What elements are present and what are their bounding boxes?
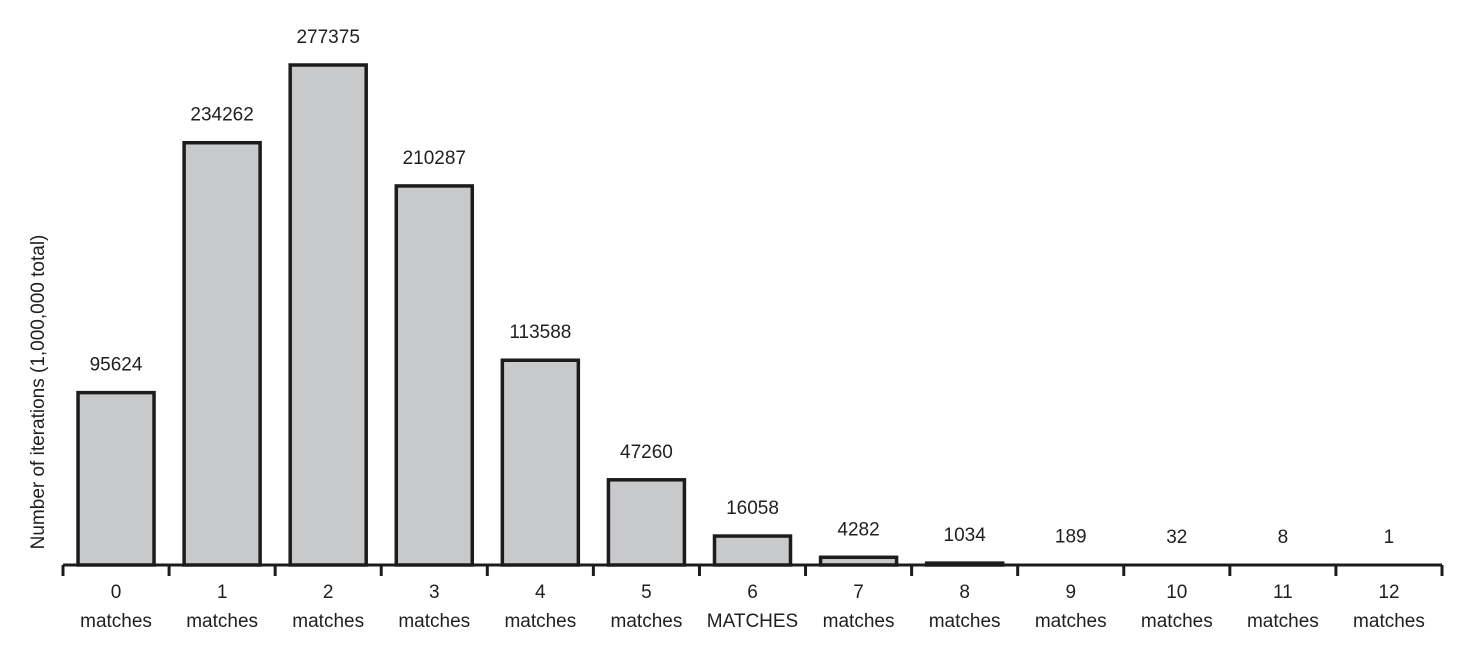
data-label: 8: [1278, 527, 1289, 548]
x-tick-label: matches: [1035, 611, 1107, 632]
x-tick-label: matches: [292, 611, 364, 632]
x-tick-label: matches: [1353, 611, 1425, 632]
data-label: 32: [1166, 527, 1187, 548]
x-tick-label: matches: [611, 611, 683, 632]
bar: [288, 63, 368, 567]
x-tick-label: matches: [186, 611, 258, 632]
data-label: 234262: [190, 105, 253, 126]
data-label: 47260: [620, 442, 673, 463]
x-tick-label: 3: [429, 582, 440, 603]
x-tick-label: 8: [959, 582, 970, 603]
x-tick-label: 4: [535, 582, 546, 603]
data-label: 1: [1384, 527, 1395, 548]
bar: [500, 358, 581, 567]
data-label: 16058: [726, 498, 779, 519]
x-tick-label: 11: [1273, 582, 1293, 603]
x-tick-label: matches: [823, 611, 895, 632]
bar: [606, 478, 687, 567]
data-label: 277375: [296, 27, 359, 48]
data-label: 4282: [837, 519, 879, 540]
bar: [394, 184, 475, 567]
x-tick-labels-group: 0 matches 1 matches 2 matches 3 matches 4 matches…: [80, 582, 1425, 632]
data-label: 1034: [944, 525, 987, 546]
data-label: 113588: [509, 322, 571, 343]
bars-group: [76, 63, 1005, 567]
x-tick-label: 12: [1378, 582, 1399, 603]
bar: [712, 534, 793, 567]
x-tick-label: 1: [217, 582, 228, 603]
x-tick-label: matches: [929, 611, 1001, 632]
data-label: 210287: [403, 148, 466, 169]
x-tick-label: 9: [1065, 582, 1076, 603]
x-tick-label: 0: [111, 582, 122, 603]
data-label: 189: [1055, 527, 1087, 548]
x-tick-label: matches: [1247, 611, 1319, 632]
x-tick-label: matches: [1141, 611, 1213, 632]
x-tick-label: 10: [1166, 582, 1187, 603]
x-tick-label: 6: [747, 582, 758, 603]
data-label: 95624: [90, 355, 143, 376]
x-axis: [61, 563, 1444, 576]
x-tick-label: MATCHES: [707, 611, 798, 632]
value-labels-group: 95624 234262 277375 210287 113588 47260 16058 4…: [90, 27, 1395, 548]
bar: [182, 140, 262, 567]
x-tick-label: 5: [641, 582, 652, 603]
y-axis-label: Number of iterations (1,000,000 total): [28, 235, 49, 550]
bar: [76, 390, 156, 567]
x-tick-label: 7: [853, 582, 864, 603]
x-tick-label: matches: [504, 611, 576, 632]
x-tick-label: 2: [323, 582, 334, 603]
x-tick-label: matches: [398, 611, 470, 632]
x-tick-label: matches: [80, 611, 152, 632]
